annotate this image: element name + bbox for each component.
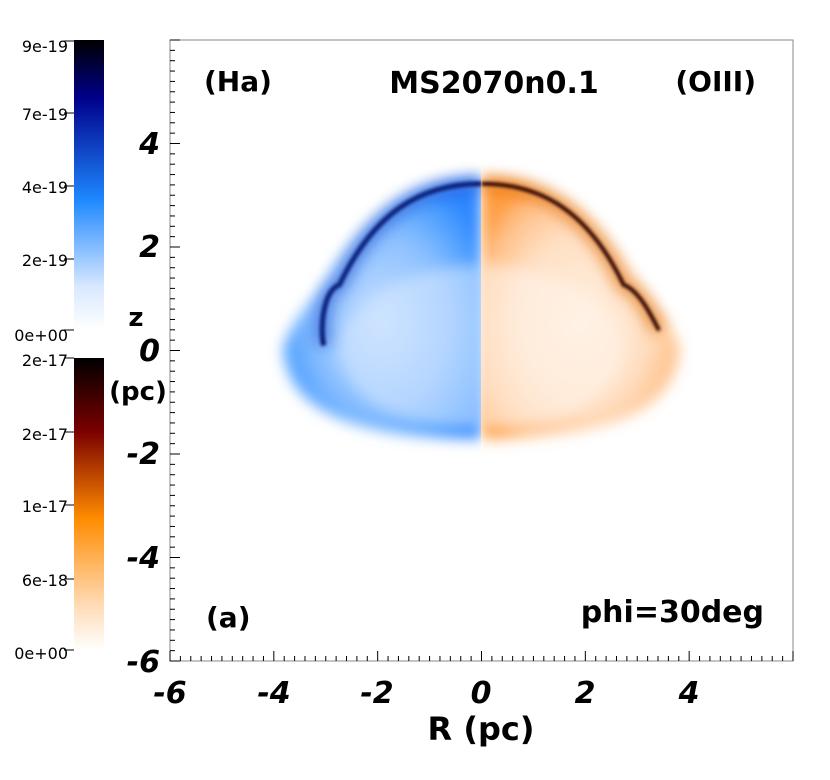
- y-tick-labels: -6 -4 -2 0 2 4: [127, 127, 160, 680]
- x-tick-label: 4: [678, 676, 700, 711]
- left-panel-label: (Ha): [204, 65, 272, 98]
- y-tick-label: 2: [139, 230, 160, 265]
- chart-title: MS2070n0.1: [389, 66, 598, 101]
- right-panel-label: (OIII): [675, 65, 756, 98]
- x-tick-label: 2: [575, 676, 596, 711]
- oiii-tick-label-1: 2e-17: [22, 425, 68, 444]
- y-axis-label-bottom: (pc): [109, 377, 167, 407]
- panel-tag: (a): [206, 601, 251, 634]
- ha-colorbar-tick-labels: 9e-19 7e-19 4e-19 2e-19 0e+00: [14, 37, 68, 345]
- x-tick-labels: -6 -4 -2 0 2 4: [153, 676, 699, 711]
- angle-label: phi=30deg: [581, 595, 764, 630]
- y-axis-label-top: z: [128, 303, 143, 333]
- ha-tick-label-4: 0e+00: [14, 326, 68, 345]
- ha-tick-label-3: 2e-19: [22, 251, 68, 270]
- oiii-tick-label-4: 0e+00: [14, 644, 68, 663]
- y-tick-label: -2: [127, 437, 160, 472]
- oiii-colorbar-tick-labels: 2e-17 2e-17 1e-17 6e-18 0e+00: [14, 351, 68, 663]
- y-tick-label: 4: [138, 127, 160, 162]
- ha-tick-label-1: 7e-19: [22, 105, 68, 124]
- oiii-tick-label-0: 2e-17: [22, 351, 68, 370]
- ha-tick-label-0: 9e-19: [22, 37, 68, 56]
- x-tick-label: 0: [471, 676, 492, 711]
- ha-tick-label-2: 4e-19: [22, 178, 68, 197]
- x-tick-label: -4: [257, 676, 290, 711]
- oiii-emission-shell: [481, 175, 680, 439]
- y-tick-label: -6: [127, 645, 160, 680]
- ha-emission-shell: [283, 175, 481, 439]
- x-tick-label: -2: [360, 676, 393, 711]
- x-axis-label: R (pc): [428, 710, 535, 748]
- oiii-colorbar: [74, 358, 104, 650]
- oiii-tick-label-2: 1e-17: [22, 497, 68, 516]
- y-tick-label: -4: [127, 541, 160, 576]
- y-tick-label: 0: [139, 334, 160, 369]
- oiii-tick-label-3: 6e-18: [22, 571, 68, 590]
- x-tick-label: -6: [153, 676, 186, 711]
- ha-colorbar: [74, 40, 104, 330]
